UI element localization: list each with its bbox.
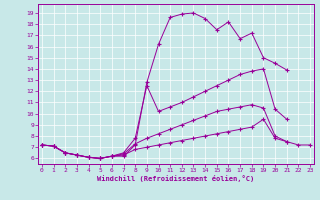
X-axis label: Windchill (Refroidissement éolien,°C): Windchill (Refroidissement éolien,°C) [97, 175, 255, 182]
